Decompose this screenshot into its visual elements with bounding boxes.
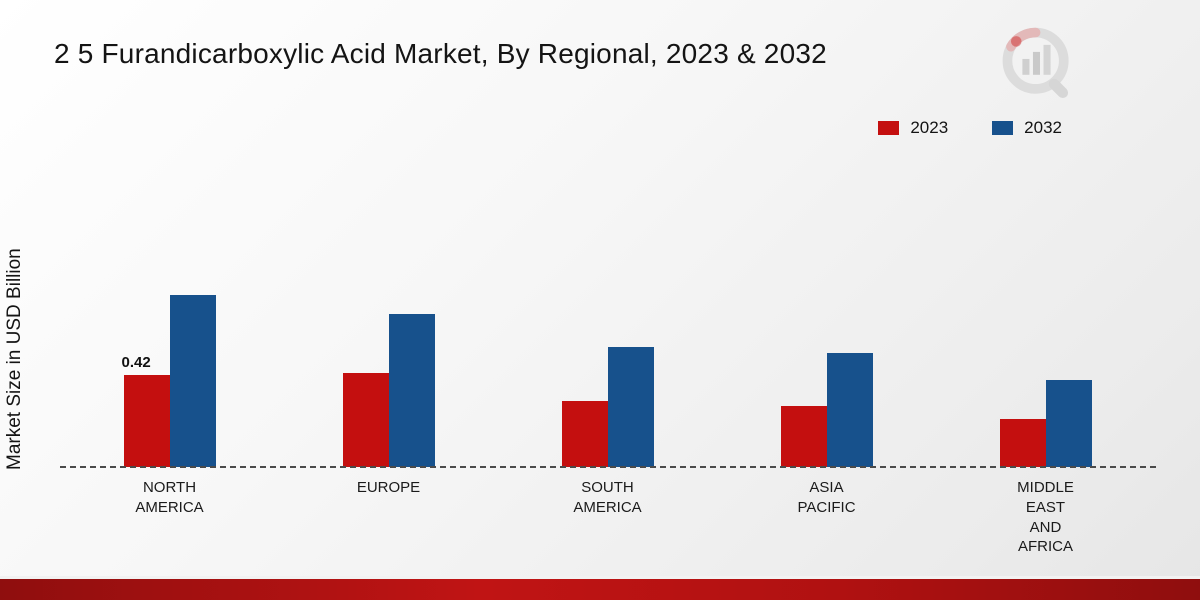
bar-2032-asia-pacific [826, 353, 873, 467]
x-axis-baseline [60, 466, 1156, 468]
category-label: EUROPE [356, 479, 421, 496]
chart-groups: 0.42 [60, 205, 1155, 467]
category-label: NORTH AMERICA [135, 479, 204, 516]
bar-2032-europe [388, 314, 435, 467]
footer-red-band [0, 579, 1200, 600]
bar-group-europe [279, 205, 498, 467]
legend-item-2023: 2023 [878, 118, 948, 138]
bar-value-label: 0.42 [121, 354, 151, 371]
bar-2032-north-america [169, 295, 216, 467]
legend-swatch-2023 [878, 121, 900, 135]
bar-group-middle-east-and-africa [936, 205, 1155, 467]
bar-2023-europe [342, 373, 389, 467]
category-label: ASIA PACIFIC [797, 479, 856, 516]
category-labels: NORTH AMERICA EUROPE SOUTH AMERICA ASIA PACIFI… [60, 478, 1155, 557]
legend-label-2023: 2023 [910, 118, 949, 137]
bar-2023-middle-east-and-africa [999, 419, 1046, 467]
bar-2023-south-america [561, 401, 608, 467]
bar-group-asia-pacific [717, 205, 936, 467]
legend-label-2032: 2032 [1024, 118, 1062, 137]
bar-2032-middle-east-and-africa [1045, 380, 1092, 467]
category-label: MIDDLE EAST AND AFRICA [1017, 479, 1074, 556]
legend-item-2032: 2032 [992, 118, 1062, 138]
bar-2023-asia-pacific [780, 406, 827, 467]
legend-swatch-2032 [992, 121, 1014, 135]
chart-title: 2 5 Furandicarboxylic Acid Market, By Re… [54, 38, 827, 69]
footer-divider [0, 576, 1200, 579]
legend: 2023 2032 [878, 118, 1062, 138]
bar-group-north-america: 0.42 [60, 205, 279, 467]
bar-2023-north-america: 0.42 [122, 354, 170, 467]
bar-2032-south-america [607, 347, 654, 467]
category-label: SOUTH AMERICA [573, 479, 642, 516]
bar-group-south-america [498, 205, 717, 467]
brand-logo-icon [1002, 27, 1069, 99]
y-axis-label: Market Size in USD Billion [4, 248, 25, 470]
